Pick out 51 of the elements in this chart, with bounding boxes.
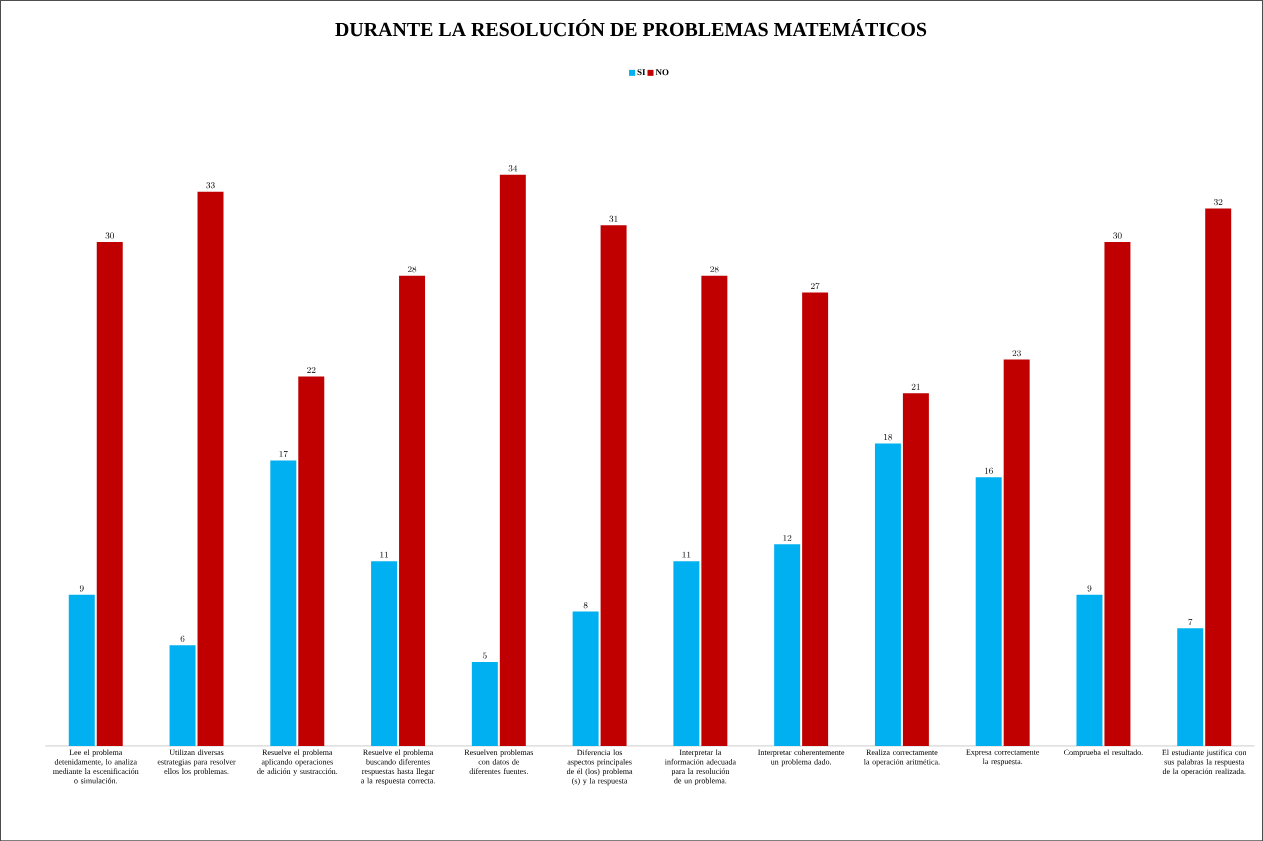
data-label: 5 [483,652,487,659]
data-label: 18 [884,433,893,441]
data-label: 17 [279,450,288,457]
data-label: 33 [206,182,215,189]
data-label: 30 [105,232,114,239]
bar [572,611,599,746]
bar [270,460,297,746]
data-label: 23 [1012,350,1021,357]
bar [1205,208,1232,746]
data-label: 32 [1213,198,1223,206]
data-label: 28 [710,266,719,273]
data-label: 22 [307,366,316,373]
bar [197,191,224,746]
data-label: 28 [407,266,417,273]
bar [96,241,123,746]
bar [802,292,829,746]
data-label: 6 [180,635,185,642]
bar [169,645,196,746]
bar [1076,594,1103,746]
bar [673,561,700,746]
bar [902,393,929,746]
data-label: 34 [508,165,518,172]
bar [471,661,498,746]
bar [399,275,426,746]
data-label: 7 [1188,618,1193,625]
chart-title: DURANTE LA RESOLUCIÓN DE PROBLEMAS MATEMÁTICOS [335,18,927,37]
bar [298,376,325,746]
data-label: 12 [783,534,792,541]
data-label: 9 [1087,585,1092,592]
data-label: 27 [810,282,820,289]
bar [371,561,398,746]
bar [975,477,1002,746]
bar [774,544,801,746]
bar [499,174,526,746]
bar [1003,359,1030,746]
bar [600,225,627,746]
bar [701,275,728,746]
data-label: 11 [380,551,388,558]
bar [1104,241,1131,746]
data-label: 21 [911,383,920,390]
data-label: 9 [79,585,84,592]
data-label: 16 [984,467,993,474]
legend-label: NO [655,69,669,76]
data-label: 30 [1113,232,1122,239]
bar [68,594,95,746]
legend-label: SI [637,69,646,76]
bar [1177,628,1204,746]
data-label: 11 [682,551,691,558]
data-label: 8 [583,601,588,609]
data-label: 31 [609,215,618,222]
bar [874,443,901,746]
